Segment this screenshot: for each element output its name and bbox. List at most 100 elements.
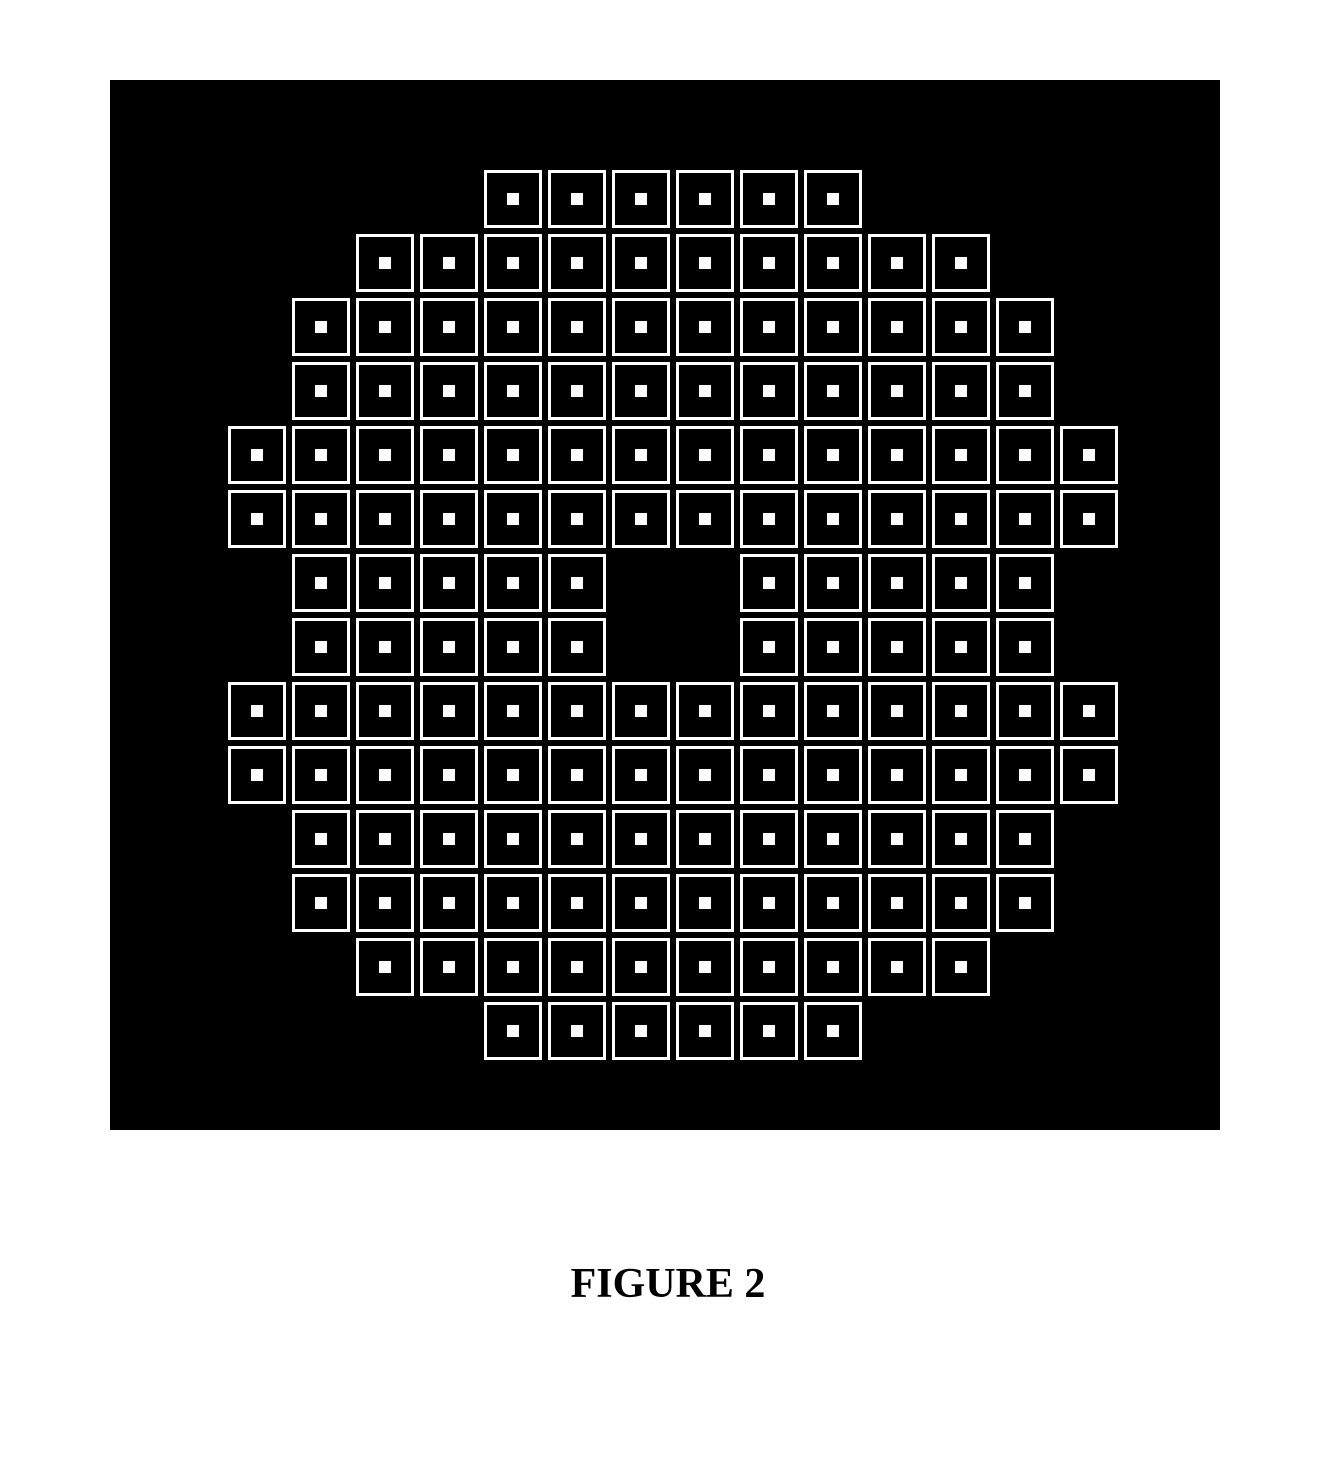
grid-cell — [932, 938, 990, 996]
grid-cell — [676, 298, 734, 356]
grid-cell — [740, 938, 798, 996]
grid-cell — [612, 298, 670, 356]
grid-cell — [740, 746, 798, 804]
grid-cell — [996, 746, 1054, 804]
grid-cell — [356, 682, 414, 740]
grid-cell — [740, 810, 798, 868]
grid-cell — [804, 810, 862, 868]
grid-cell — [932, 554, 990, 612]
grid-cell — [548, 234, 606, 292]
grid-cell — [228, 426, 286, 484]
grid-cell — [484, 810, 542, 868]
grid-cell — [804, 938, 862, 996]
grid-cell — [356, 298, 414, 356]
grid-cell — [548, 810, 606, 868]
grid-cell — [612, 938, 670, 996]
grid-cell — [612, 362, 670, 420]
grid-row — [228, 362, 1124, 420]
grid-cell — [740, 298, 798, 356]
grid-cell — [548, 874, 606, 932]
page: FIGURE 2 — [0, 0, 1336, 1483]
grid-cell — [1060, 746, 1118, 804]
grid-cell — [868, 618, 926, 676]
grid-cell — [932, 874, 990, 932]
grid-cell — [996, 362, 1054, 420]
grid-cell — [612, 1002, 670, 1060]
grid-cell — [292, 810, 350, 868]
grid-cell — [548, 298, 606, 356]
grid-cell — [356, 362, 414, 420]
grid-cell — [932, 362, 990, 420]
grid-cell — [932, 746, 990, 804]
grid-cell — [612, 170, 670, 228]
grid-cell — [740, 554, 798, 612]
grid-cell — [292, 490, 350, 548]
grid-row — [228, 1002, 1124, 1060]
grid-cell — [804, 298, 862, 356]
grid-cell — [484, 554, 542, 612]
grid-row — [228, 490, 1124, 548]
grid-row — [228, 234, 1124, 292]
grid-cell — [804, 554, 862, 612]
grid-row — [228, 682, 1124, 740]
grid-cell — [868, 426, 926, 484]
grid-cell — [548, 618, 606, 676]
grid-cell — [996, 810, 1054, 868]
grid-cell — [996, 874, 1054, 932]
grid-cell — [292, 426, 350, 484]
grid-cell — [676, 1002, 734, 1060]
grid-cell — [804, 618, 862, 676]
grid-cell — [740, 170, 798, 228]
grid-cell — [548, 938, 606, 996]
grid-cell — [420, 874, 478, 932]
grid-cell — [420, 362, 478, 420]
grid-row — [228, 618, 1124, 676]
grid-cell — [356, 234, 414, 292]
grid-cell — [804, 170, 862, 228]
grid-cell — [548, 170, 606, 228]
grid-cell — [804, 1002, 862, 1060]
grid-cell — [868, 554, 926, 612]
grid-cell — [548, 426, 606, 484]
grid-cell — [292, 746, 350, 804]
grid-cell — [804, 490, 862, 548]
grid-cell — [292, 874, 350, 932]
grid-cell — [484, 426, 542, 484]
grid-cell — [420, 618, 478, 676]
grid-row — [228, 298, 1124, 356]
grid-cell — [484, 362, 542, 420]
grid-cell — [804, 682, 862, 740]
grid-cell — [420, 938, 478, 996]
grid-cell — [740, 234, 798, 292]
grid-cell — [1060, 426, 1118, 484]
grid-cell — [996, 554, 1054, 612]
grid-cell — [420, 298, 478, 356]
grid-cell — [484, 234, 542, 292]
grid-cell — [484, 874, 542, 932]
grid-row — [228, 554, 1124, 612]
grid-cell — [420, 682, 478, 740]
grid-cell — [932, 234, 990, 292]
grid-cell — [612, 874, 670, 932]
grid-cell — [356, 874, 414, 932]
diagram-panel — [110, 80, 1220, 1130]
grid-cell — [868, 938, 926, 996]
grid-cell — [996, 490, 1054, 548]
grid-cell — [356, 554, 414, 612]
grid-cell — [420, 746, 478, 804]
grid-cell — [676, 170, 734, 228]
grid-cell — [676, 938, 734, 996]
grid-cell — [356, 618, 414, 676]
grid-cell — [228, 682, 286, 740]
grid-cell — [420, 810, 478, 868]
grid-cell — [484, 1002, 542, 1060]
grid-cell — [292, 618, 350, 676]
grid-cell — [484, 746, 542, 804]
grid-cell — [356, 746, 414, 804]
grid-cell — [356, 810, 414, 868]
grid-row — [228, 426, 1124, 484]
grid-row — [228, 810, 1124, 868]
grid-cell — [1060, 682, 1118, 740]
grid-cell — [420, 426, 478, 484]
grid-cell — [932, 682, 990, 740]
